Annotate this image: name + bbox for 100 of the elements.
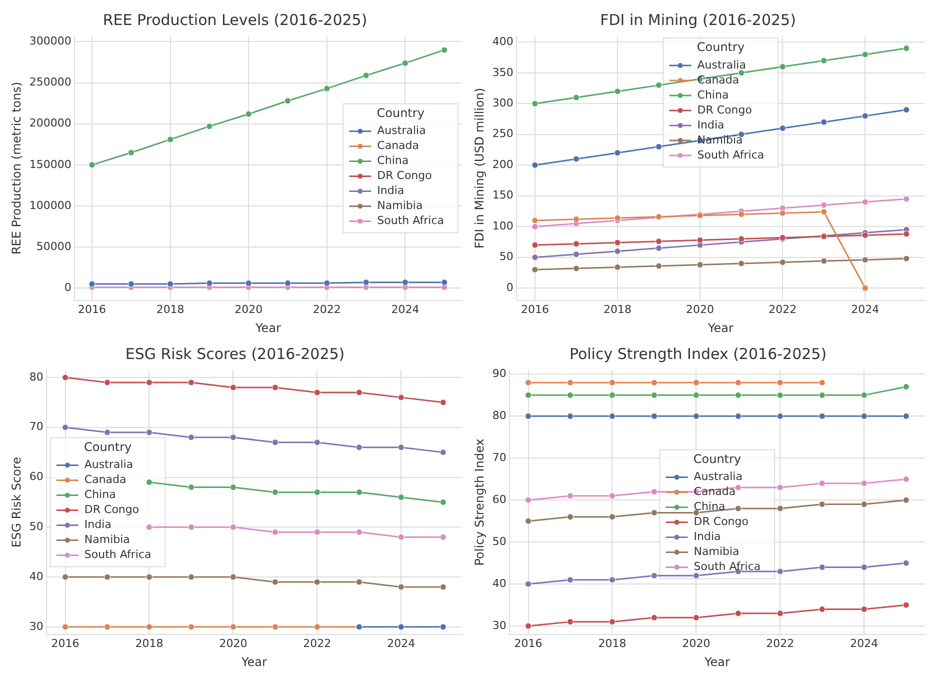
point [860, 480, 868, 487]
point [820, 208, 828, 216]
y-tick-label: 300000 [29, 34, 72, 48]
x-tick-label: 2022 [303, 636, 332, 650]
legend-label: Australia [697, 58, 746, 72]
point [230, 484, 236, 490]
x-tick-label: 2024 [387, 636, 416, 650]
x-tick-label: 2016 [51, 636, 80, 650]
point [738, 70, 745, 76]
point [104, 379, 111, 386]
legend-label: South Africa [377, 214, 444, 228]
point [696, 236, 704, 244]
point [104, 624, 111, 630]
point [738, 211, 745, 218]
point [862, 256, 868, 264]
legend-label: Canada [697, 73, 740, 86]
chart-title: Policy Strength Index (2016-2025) [569, 344, 827, 363]
x-tick-label: 2020 [219, 636, 248, 650]
point [525, 392, 532, 398]
legend-label: DR Congo [694, 515, 749, 528]
legend-label: DR Congo [377, 169, 432, 182]
point [650, 488, 658, 495]
point [902, 602, 910, 608]
point [738, 236, 745, 242]
point [818, 480, 826, 487]
point [567, 492, 574, 500]
point [609, 618, 616, 626]
point [903, 196, 910, 202]
legend-label: Australia [84, 458, 134, 472]
point [104, 574, 111, 580]
point [614, 88, 621, 95]
legend-label: Namibia [694, 545, 740, 558]
y-axis-title: REE Production (metric tons) [9, 82, 24, 255]
point [532, 162, 538, 168]
x-tick-label: 2024 [391, 302, 420, 316]
point [820, 57, 828, 64]
y-tick-label: 50 [492, 534, 506, 548]
point [860, 392, 868, 398]
y-tick-label: 200 [492, 158, 514, 171]
legend-label: Australia [694, 470, 742, 484]
point [525, 496, 532, 504]
point [146, 624, 152, 630]
y-tick-label: 400 [492, 35, 514, 48]
point [525, 379, 532, 386]
point [532, 217, 538, 224]
y-tick-label: 200000 [29, 116, 72, 130]
y-tick-label: 70 [29, 420, 44, 434]
point [245, 280, 252, 286]
point [402, 279, 408, 286]
y-tick-label: 60 [492, 492, 506, 506]
point [656, 143, 662, 150]
point [567, 576, 574, 584]
point [525, 412, 532, 420]
point [440, 624, 446, 630]
x-tick-label: 2024 [850, 636, 878, 650]
point [734, 484, 742, 491]
point [572, 265, 580, 272]
point [230, 434, 236, 441]
point [272, 624, 278, 630]
point [62, 424, 69, 431]
point [88, 162, 96, 168]
point [692, 379, 700, 386]
point [324, 280, 330, 286]
point [167, 280, 174, 288]
point [820, 202, 828, 208]
point [441, 279, 448, 286]
point [903, 255, 910, 262]
x-axis-title: Year [240, 654, 267, 669]
point [862, 198, 868, 206]
point [356, 389, 362, 396]
point [776, 412, 784, 420]
point [692, 572, 700, 579]
x-tick-label: 2022 [766, 636, 794, 650]
point [284, 280, 292, 286]
point [650, 392, 658, 398]
point [779, 210, 786, 216]
point [656, 82, 662, 88]
x-tick-label: 2020 [686, 302, 714, 316]
point [146, 524, 152, 530]
point [614, 214, 621, 222]
point [146, 574, 152, 580]
point [738, 260, 745, 267]
chart-title: REE Production Levels (2016-2025) [102, 10, 368, 29]
legend-label: India [697, 118, 724, 132]
point [609, 379, 616, 386]
point [902, 384, 910, 390]
point [62, 624, 69, 630]
legend-title: Country [693, 452, 742, 466]
y-tick-label: 50 [29, 520, 44, 534]
point [398, 584, 404, 590]
y-tick-label: 50 [499, 250, 514, 264]
y-tick-label: 80 [29, 370, 44, 384]
legend-label: India [84, 518, 112, 532]
y-tick-label: 0 [506, 280, 514, 294]
point [62, 574, 69, 580]
x-axis-title: Year [706, 320, 734, 335]
point [609, 514, 616, 520]
point [902, 412, 910, 420]
x-tick-label: 2018 [598, 636, 626, 650]
point [650, 412, 658, 420]
